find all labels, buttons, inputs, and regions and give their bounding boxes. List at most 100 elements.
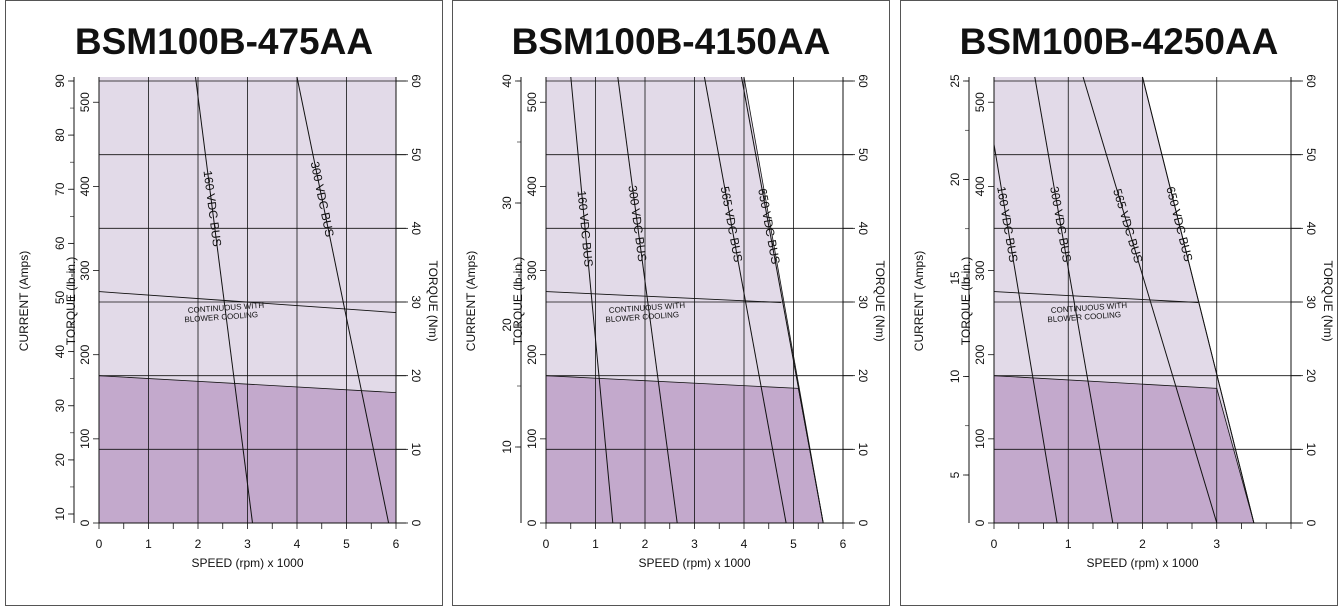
x-tick-label: 4 [294,537,301,551]
torque-nm-tick-label: 50 [1304,148,1318,162]
torque-lbin-tick-label: 400 [525,176,539,196]
x-tick-label: 5 [790,537,797,551]
x-axis-label: SPEED (rpm) x 1000 [191,556,303,570]
torque-nm-tick-label: 60 [409,74,423,88]
torque-nm-tick-label: 0 [856,520,870,527]
torque-lbin-tick-label: 100 [525,429,539,449]
torque-lbin-tick-label: 200 [973,344,987,364]
current-tick-label: 60 [53,236,67,250]
x-tick-label: 0 [543,537,550,551]
series-line [1142,76,1255,524]
current-tick-label: 10 [948,370,962,384]
torque-nm-tick-label: 40 [856,222,870,236]
x-tick-label: 6 [840,537,847,551]
x-tick-label: 2 [195,537,202,551]
torque-nm-tick-label: 20 [409,369,423,383]
torque-nm-tick-label: 50 [409,148,423,162]
torque-lbin-tick-label: 100 [78,429,92,449]
torque-nm-tick-label: 0 [1304,520,1318,527]
x-tick-label: 0 [96,537,103,551]
torque-lbin-tick-label: 100 [973,429,987,449]
torque-lbin-tick-label: 0 [973,519,987,526]
x-tick-label: 1 [592,537,599,551]
torque-lbin-tick-label: 300 [973,260,987,280]
torque-lbin-axis-label: TORQUE (lb-in.) [64,257,78,345]
torque-lbin-tick-label: 500 [973,92,987,112]
torque-nm-tick-label: 10 [1304,443,1318,457]
x-tick-label: 3 [691,537,698,551]
torque-lbin-tick-label: 0 [78,519,92,526]
x-tick-label: 1 [145,537,152,551]
current-tick-label: 15 [948,271,962,285]
torque-lbin-tick-label: 400 [78,176,92,196]
torque-nm-tick-label: 60 [856,74,870,88]
chart-title: BSM100B-475AA [75,21,373,62]
series-line [195,76,253,524]
torque-nm-tick-label: 30 [409,295,423,309]
torque-nm-tick-label: 50 [856,148,870,162]
chart-title: BSM100B-4150AA [512,21,831,62]
continuous-blower-line [545,291,782,303]
series-line [703,76,787,524]
torque-lbin-tick-label: 300 [525,260,539,280]
current-axis-label: CURRENT (Amps) [17,251,31,351]
torque-nm-axis-label: TORQUE (Nm) [426,260,440,341]
x-tick-label: 2 [642,537,649,551]
series-line [617,76,678,524]
chart-svg-1: BSM100B-475AA 0 1 2 3 4 5 6 SPEED (rpm) x 1000 0 1… [17,21,440,570]
x-tick-label: 2 [1139,537,1146,551]
continuous-blower-line [993,291,1199,303]
chart-panel-1: BSM100B-475AA 0 1 2 3 4 5 6 SPEED (rpm) x 1000 0 1… [5,0,443,606]
torque-lbin-axis-label: TORQUE (lb-in.) [959,257,973,345]
torque-nm-tick-label: 30 [1304,295,1318,309]
x-tick-label: 6 [393,537,400,551]
x-tick-label: 0 [991,537,998,551]
x-tick-label: 3 [244,537,251,551]
chart-title: BSM100B-4250AA [960,21,1279,62]
x-tick-label: 1 [1065,537,1072,551]
x-tick-label: 5 [343,537,350,551]
current-tick-label: 10 [500,440,514,454]
current-tick-label: 40 [500,74,514,88]
x-axis-label: SPEED (rpm) x 1000 [638,556,750,570]
chart-panel-2: BSM100B-4150AA 0 1 2 3 4 5 6 SPEED (rpm) x 1000 0… [452,0,890,606]
torque-nm-tick-label: 30 [856,295,870,309]
current-tick-label: 40 [53,345,67,359]
torque-nm-tick-label: 60 [1304,74,1318,88]
series-line [993,144,1058,524]
chart-panel-3: BSM100B-4250AA 0 1 2 3 SPEED (rpm) x 1000 0 100… [900,0,1338,606]
current-tick-label: 80 [53,128,67,142]
series-line [296,76,390,524]
torque-lbin-axis-label: TORQUE (lb-in.) [511,257,525,345]
x-tick-label: 4 [741,537,748,551]
current-tick-label: 20 [500,318,514,332]
torque-lbin-tick-label: 200 [525,344,539,364]
series-line [1034,76,1114,524]
torque-lbin-tick-label: 300 [78,260,92,280]
torque-nm-tick-label: 0 [409,520,423,527]
series-line [741,76,824,524]
torque-nm-axis-label: TORQUE (Nm) [873,260,887,341]
torque-lbin-tick-label: 200 [78,344,92,364]
torque-lbin-tick-label: 500 [78,92,92,112]
x-axis-label: SPEED (rpm) x 1000 [1086,556,1198,570]
current-tick-label: 20 [948,173,962,187]
current-tick-label: 70 [53,182,67,196]
series-line [570,76,614,524]
current-tick-label: 30 [53,399,67,413]
torque-nm-tick-label: 20 [856,369,870,383]
current-tick-label: 90 [53,74,67,88]
torque-lbin-tick-label: 0 [525,519,539,526]
continuous-blower-line [98,291,397,314]
torque-nm-axis-label: TORQUE (Nm) [1321,260,1335,341]
torque-nm-tick-label: 40 [1304,222,1318,236]
torque-lbin-tick-label: 400 [973,176,987,196]
current-tick-label: 10 [53,507,67,521]
current-tick-label: 25 [948,74,962,88]
current-axis-label: CURRENT (Amps) [464,251,478,351]
current-axis-label: CURRENT (Amps) [912,251,926,351]
torque-nm-tick-label: 20 [1304,369,1318,383]
current-tick-label: 20 [53,453,67,467]
x-tick-label: 3 [1213,537,1220,551]
